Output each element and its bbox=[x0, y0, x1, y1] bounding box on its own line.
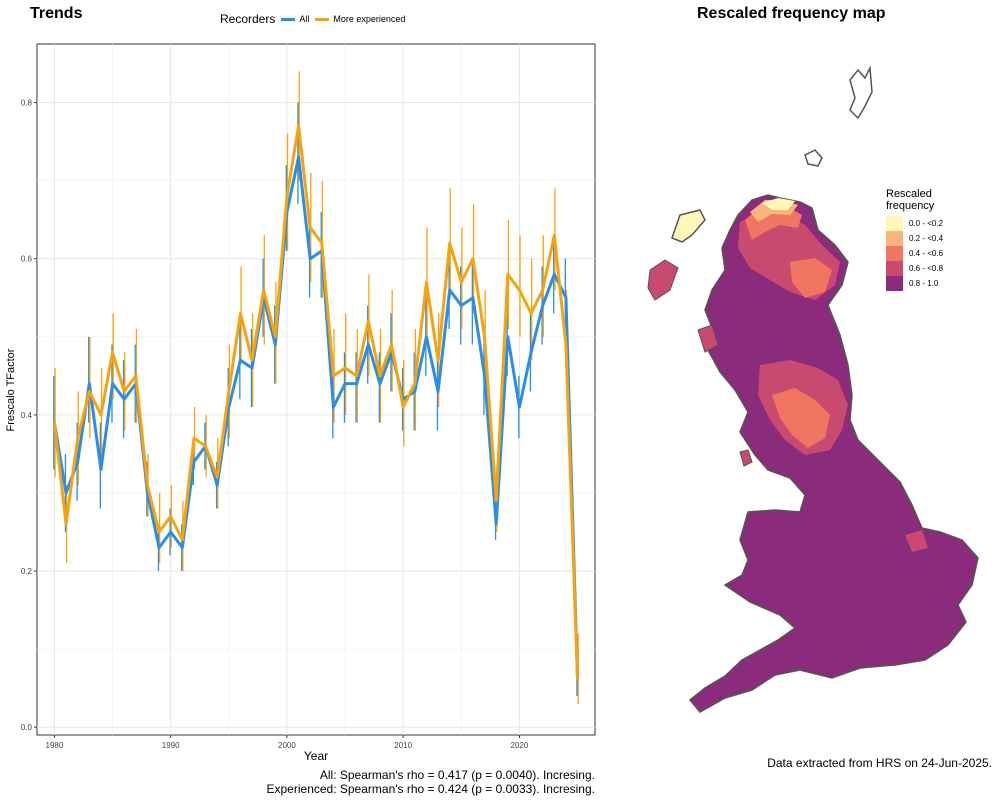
map-isle-of-man bbox=[739, 449, 753, 467]
y-axis-label: Frescalo TFactor bbox=[5, 348, 17, 431]
map-legend-row: 0.4 - <0.6 bbox=[886, 246, 943, 261]
stats-all: All: Spearman's rho = 0.417 (p = 0.0040)… bbox=[319, 768, 595, 782]
swatch-4 bbox=[886, 276, 903, 291]
x-tick-label: 2000 bbox=[278, 741, 296, 750]
y-tick-label: 0.0 bbox=[21, 723, 33, 732]
y-tick-label: 0.8 bbox=[21, 99, 33, 108]
map-mainland-west bbox=[697, 324, 719, 353]
map-legend-label: 0.0 - <0.2 bbox=[909, 219, 944, 228]
stats-footer: All: Spearman's rho = 0.417 (p = 0.0040)… bbox=[267, 768, 596, 796]
legend-title: Recorders bbox=[220, 12, 276, 26]
swatch-3 bbox=[886, 261, 903, 276]
plot-panel bbox=[36, 43, 596, 736]
y-tick-label: 0.4 bbox=[21, 411, 33, 420]
map-legend-label: 0.4 - <0.6 bbox=[909, 249, 944, 258]
y-tick-label: 0.2 bbox=[21, 567, 33, 576]
map-orkney bbox=[804, 149, 823, 167]
x-tick-label: 2010 bbox=[394, 741, 412, 750]
x-axis-label: Year bbox=[304, 749, 328, 763]
axis-ticks: 0.0 0.2 0.4 0.6 0.8 1980 1990 2000 2010 2020 bbox=[21, 99, 529, 750]
map-uplands-low bbox=[772, 388, 830, 448]
map-legend-row: 0.8 - 1.0 bbox=[886, 276, 943, 291]
map-legend-row: 0.0 - <0.2 bbox=[886, 216, 943, 231]
recorders-legend: Recorders All More experienced bbox=[220, 12, 405, 26]
map-grampian-band bbox=[790, 258, 832, 298]
map-outer-hebrides bbox=[671, 209, 706, 243]
map-legend-title-2: frequency bbox=[886, 200, 935, 212]
map-legend-title-1: Rescaled bbox=[886, 188, 932, 200]
x-tick-label: 1990 bbox=[162, 741, 180, 750]
stats-experienced: Experienced: Spearman's rho = 0.424 (p =… bbox=[266, 782, 596, 796]
swatch-1 bbox=[886, 231, 903, 246]
gb-map bbox=[647, 65, 979, 713]
series-line-experienced bbox=[52, 124, 580, 681]
x-tick-label: 2020 bbox=[511, 741, 529, 750]
map-title: Rescaled frequency map bbox=[697, 5, 886, 22]
series-lines bbox=[52, 124, 580, 681]
map-legend: Rescaled frequency 0.0 - <0.2 0.2 - <0.4… bbox=[886, 188, 943, 291]
swatch-2 bbox=[886, 246, 903, 261]
legend-label-all: All bbox=[299, 14, 310, 24]
y-tick-label: 0.6 bbox=[21, 255, 33, 264]
map-northern-isles bbox=[849, 65, 873, 120]
map-main-land bbox=[688, 194, 979, 713]
swatch-0 bbox=[886, 216, 903, 231]
map-legend-label: 0.8 - 1.0 bbox=[909, 279, 939, 288]
trends-title: Trends bbox=[30, 5, 83, 22]
map-wales-edge bbox=[905, 530, 928, 552]
x-tick-label: 1980 bbox=[46, 741, 64, 750]
map-legend-row: 0.2 - <0.4 bbox=[886, 231, 943, 246]
legend-key-all bbox=[281, 17, 296, 21]
map-legend-label: 0.6 - <0.8 bbox=[909, 264, 944, 273]
map-legend-label: 0.2 - <0.4 bbox=[909, 234, 944, 243]
legend-key-experienced bbox=[315, 17, 330, 21]
map-legend-row: 0.6 - <0.8 bbox=[886, 261, 943, 276]
source-note: Data extracted from HRS on 24-Jun-2025. bbox=[767, 756, 992, 770]
legend-label-experienced: More experienced bbox=[333, 14, 406, 24]
map-north-tip bbox=[762, 198, 795, 210]
map-west-islands bbox=[647, 259, 679, 301]
